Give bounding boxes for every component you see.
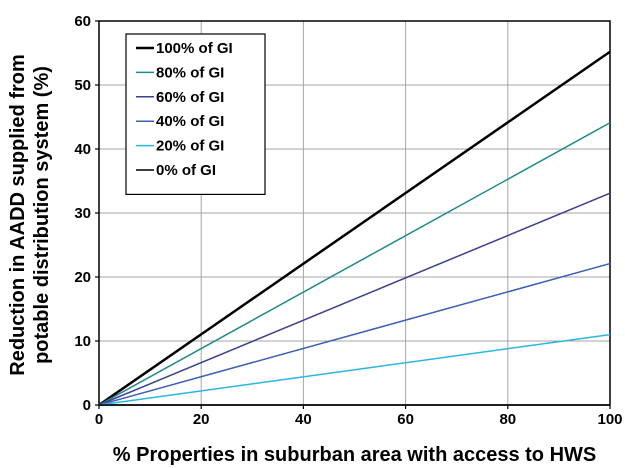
legend-label: 80% of GI — [156, 64, 224, 81]
x-tick-label: 100 — [597, 411, 622, 428]
series-line-4 — [98, 333, 611, 406]
y-tick-label: 10 — [74, 333, 91, 350]
legend-label: 20% of GI — [156, 138, 224, 155]
legend-label: 0% of GI — [156, 162, 216, 179]
x-axis-ticks: 0 20 40 60 80 100 — [95, 405, 623, 428]
y-tick-label: 20 — [74, 269, 91, 286]
series-lines — [98, 50, 611, 407]
legend-label: 60% of GI — [156, 89, 224, 106]
x-tick-label: 60 — [397, 411, 414, 428]
legend-label: 100% of GI — [156, 40, 233, 57]
legend: 100% of GI 80% of GI 60% of GI 40% of GI 20%… — [125, 33, 266, 195]
x-tick-label: 80 — [499, 411, 516, 428]
legend-box — [125, 33, 266, 195]
x-tick-label: 0 — [95, 411, 103, 428]
y-axis-title-line-1: Reduction in AADD supplied from — [7, 54, 29, 375]
series-line-1 — [98, 122, 611, 406]
series-line-2 — [98, 192, 611, 406]
y-tick-label: 0 — [83, 397, 91, 414]
x-tick-label: 20 — [193, 411, 210, 428]
x-axis-title: % Properties in suburban area with acces… — [113, 444, 596, 466]
legend-label: 40% of GI — [156, 113, 224, 130]
x-tick-label: 40 — [295, 411, 312, 428]
y-axis-ticks: 0 10 20 30 40 50 60 — [74, 13, 99, 414]
series-line-3 — [98, 262, 611, 406]
y-tick-label: 40 — [74, 141, 91, 158]
y-tick-label: 50 — [74, 77, 91, 94]
series-line-0 — [98, 50, 611, 407]
y-tick-label: 60 — [74, 13, 91, 30]
y-tick-label: 30 — [74, 205, 91, 222]
y-axis-title-line-2: potable distribution system (%) — [31, 66, 53, 364]
